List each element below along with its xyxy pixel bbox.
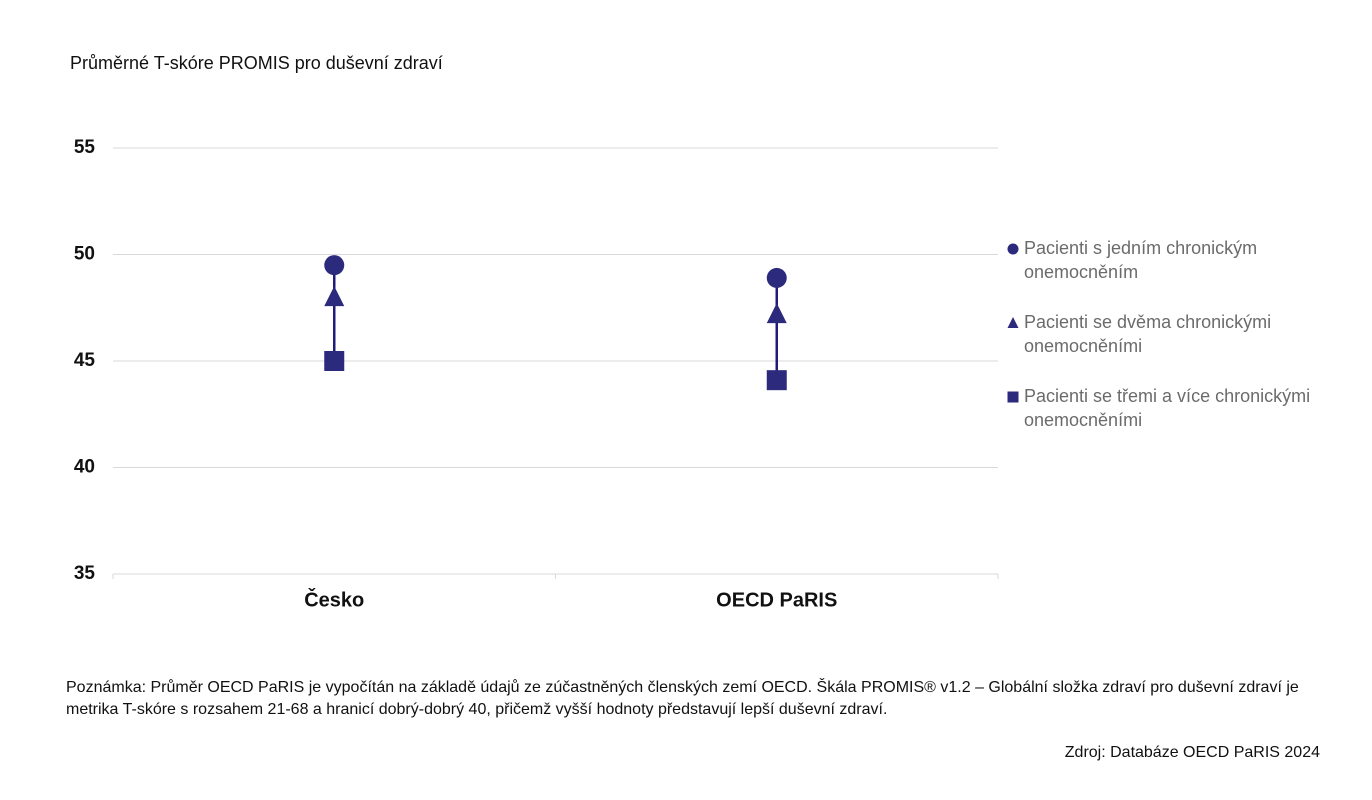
legend-item: Pacienti se třemi a více chronickými one… bbox=[1006, 384, 1366, 432]
legend: Pacienti s jedním chronickým onemocněním… bbox=[1006, 236, 1366, 458]
marker-triangle bbox=[766, 303, 787, 324]
marker-square bbox=[1007, 391, 1019, 403]
marker-triangle bbox=[1007, 316, 1019, 328]
legend-item: Pacienti s jedním chronickým onemocněním bbox=[1006, 236, 1366, 284]
chart: Průměrné T-skóre PROMIS pro duševní zdra… bbox=[70, 53, 999, 611]
legend-marker bbox=[1007, 316, 1019, 328]
legend-label: Pacienti se dvěma chronickými onemocnění… bbox=[1024, 312, 1272, 356]
legend-label: Pacienti s jedním chronickým onemocněním bbox=[1024, 238, 1258, 282]
y-tick-label: 55 bbox=[74, 137, 96, 158]
y-tick-label: 35 bbox=[74, 563, 96, 584]
chart-title: Průměrné T-skóre PROMIS pro duševní zdra… bbox=[70, 53, 443, 73]
legend-item: Pacienti se dvěma chronickými onemocnění… bbox=[1006, 310, 1366, 358]
legend-label: Pacienti se třemi a více chronickými one… bbox=[1024, 386, 1311, 430]
marker-triangle bbox=[324, 286, 345, 307]
marker-square bbox=[766, 370, 787, 391]
y-tick-label: 50 bbox=[74, 244, 95, 265]
y-tick-label: 40 bbox=[74, 457, 95, 478]
note: Poznámka: Průměr OECD PaRIS je vypočítán… bbox=[66, 679, 1299, 718]
x-tick-label: OECD PaRIS bbox=[716, 589, 837, 611]
legend-marker bbox=[1007, 243, 1019, 255]
x-tick-label: Česko bbox=[304, 587, 364, 611]
marker-circle bbox=[324, 255, 345, 276]
marker-circle bbox=[766, 267, 787, 288]
source: Zdroj: Databáze OECD PaRIS 2024 bbox=[1064, 744, 1320, 761]
y-tick-label: 45 bbox=[74, 350, 96, 371]
marker-square bbox=[324, 351, 345, 371]
marker-circle bbox=[1007, 243, 1019, 255]
legend-marker bbox=[1007, 391, 1019, 403]
